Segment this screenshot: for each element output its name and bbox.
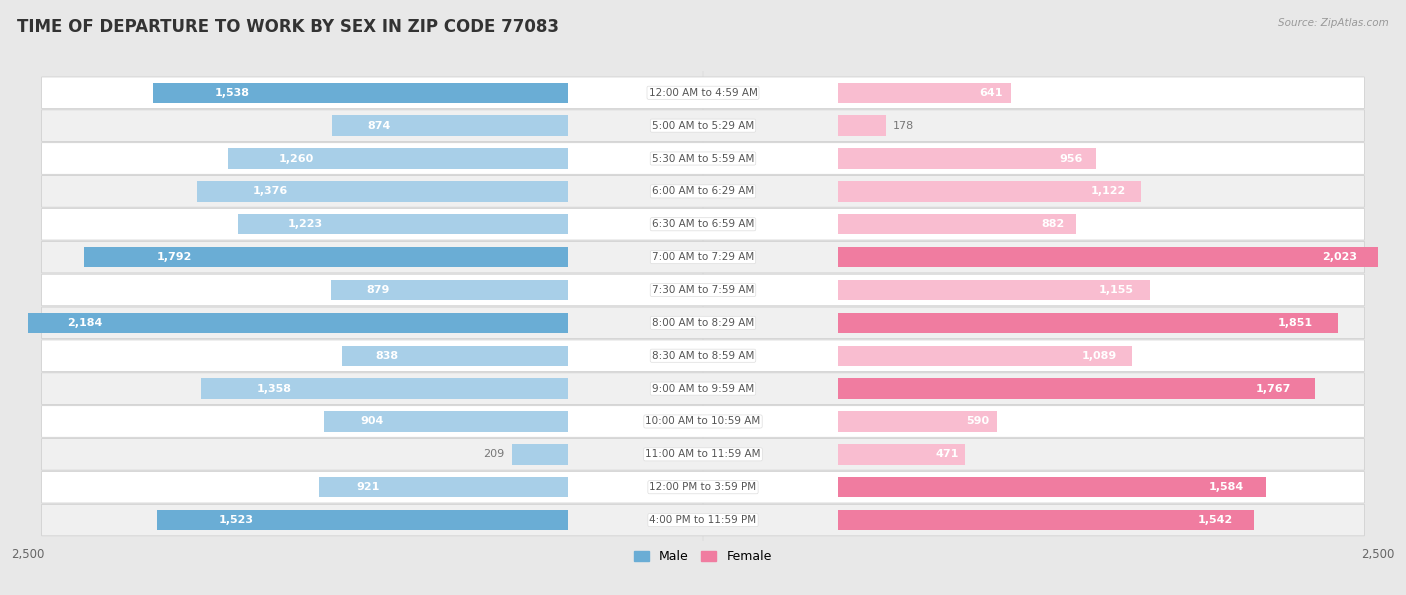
FancyBboxPatch shape (42, 505, 1364, 536)
Bar (342, 346, 568, 366)
Bar (84, 247, 568, 267)
Bar (838, 214, 1076, 234)
Text: 1,155: 1,155 (1099, 285, 1135, 295)
Text: 1,767: 1,767 (1256, 384, 1291, 394)
Text: 7:30 AM to 7:59 AM: 7:30 AM to 7:59 AM (652, 285, 754, 295)
Text: 6:00 AM to 6:29 AM: 6:00 AM to 6:29 AM (652, 186, 754, 196)
Text: 5:30 AM to 5:59 AM: 5:30 AM to 5:59 AM (652, 154, 754, 164)
Text: 1,376: 1,376 (252, 186, 288, 196)
FancyBboxPatch shape (42, 471, 1364, 503)
Text: 838: 838 (375, 350, 399, 361)
Bar (157, 510, 568, 530)
Text: 1,851: 1,851 (1278, 318, 1313, 328)
Text: 2,023: 2,023 (1322, 252, 1357, 262)
FancyBboxPatch shape (42, 307, 1364, 339)
Bar (838, 444, 965, 465)
Bar (330, 280, 568, 300)
Bar (512, 444, 568, 465)
Bar (838, 83, 1011, 103)
Bar (838, 280, 1150, 300)
Text: 1,223: 1,223 (287, 219, 322, 229)
Text: 4:00 PM to 11:59 PM: 4:00 PM to 11:59 PM (650, 515, 756, 525)
Text: 874: 874 (367, 121, 391, 131)
Bar (838, 181, 1140, 202)
Text: 1,523: 1,523 (218, 515, 253, 525)
Bar (323, 411, 568, 431)
Text: 879: 879 (367, 285, 389, 295)
Text: 1,089: 1,089 (1083, 350, 1118, 361)
Bar (201, 378, 568, 399)
Text: 1,792: 1,792 (157, 252, 193, 262)
FancyBboxPatch shape (42, 110, 1364, 142)
Bar (319, 477, 568, 497)
Text: 5:00 AM to 5:29 AM: 5:00 AM to 5:29 AM (652, 121, 754, 131)
Bar (228, 148, 568, 169)
Text: 1,260: 1,260 (278, 154, 314, 164)
FancyBboxPatch shape (42, 406, 1364, 437)
Text: 1,538: 1,538 (215, 88, 250, 98)
FancyBboxPatch shape (42, 77, 1364, 108)
Bar (838, 115, 886, 136)
FancyBboxPatch shape (42, 439, 1364, 470)
Text: 8:30 AM to 8:59 AM: 8:30 AM to 8:59 AM (652, 350, 754, 361)
FancyBboxPatch shape (42, 208, 1364, 240)
Text: 590: 590 (966, 416, 990, 427)
Bar (838, 312, 1337, 333)
Text: Source: ZipAtlas.com: Source: ZipAtlas.com (1278, 18, 1389, 28)
Legend: Male, Female: Male, Female (630, 545, 776, 568)
Text: 2,184: 2,184 (67, 318, 103, 328)
Text: 904: 904 (360, 416, 384, 427)
Bar (838, 247, 1384, 267)
Text: 1,542: 1,542 (1198, 515, 1233, 525)
Bar (838, 510, 1254, 530)
Bar (197, 181, 568, 202)
FancyBboxPatch shape (42, 176, 1364, 207)
Text: 921: 921 (357, 482, 380, 492)
Text: 956: 956 (1060, 154, 1083, 164)
Text: 8:00 AM to 8:29 AM: 8:00 AM to 8:29 AM (652, 318, 754, 328)
Text: 1,122: 1,122 (1091, 186, 1126, 196)
Bar (153, 83, 568, 103)
Bar (838, 411, 997, 431)
FancyBboxPatch shape (42, 274, 1364, 306)
Bar (838, 346, 1132, 366)
Bar (0, 312, 568, 333)
FancyBboxPatch shape (42, 143, 1364, 174)
Text: TIME OF DEPARTURE TO WORK BY SEX IN ZIP CODE 77083: TIME OF DEPARTURE TO WORK BY SEX IN ZIP … (17, 18, 558, 36)
FancyBboxPatch shape (42, 340, 1364, 371)
Text: 12:00 PM to 3:59 PM: 12:00 PM to 3:59 PM (650, 482, 756, 492)
Text: 10:00 AM to 10:59 AM: 10:00 AM to 10:59 AM (645, 416, 761, 427)
Bar (838, 477, 1265, 497)
Text: 6:30 AM to 6:59 AM: 6:30 AM to 6:59 AM (652, 219, 754, 229)
Bar (238, 214, 568, 234)
Text: 1,584: 1,584 (1209, 482, 1244, 492)
Text: 7:00 AM to 7:29 AM: 7:00 AM to 7:29 AM (652, 252, 754, 262)
Bar (838, 378, 1315, 399)
Text: 11:00 AM to 11:59 AM: 11:00 AM to 11:59 AM (645, 449, 761, 459)
Text: 9:00 AM to 9:59 AM: 9:00 AM to 9:59 AM (652, 384, 754, 394)
Text: 209: 209 (484, 449, 505, 459)
Text: 178: 178 (893, 121, 914, 131)
Text: 12:00 AM to 4:59 AM: 12:00 AM to 4:59 AM (648, 88, 758, 98)
Text: 882: 882 (1040, 219, 1064, 229)
Bar (838, 148, 1097, 169)
Text: 1,358: 1,358 (256, 384, 291, 394)
FancyBboxPatch shape (42, 242, 1364, 273)
Text: 471: 471 (935, 449, 959, 459)
FancyBboxPatch shape (42, 373, 1364, 405)
Text: 641: 641 (979, 88, 1002, 98)
Bar (332, 115, 568, 136)
